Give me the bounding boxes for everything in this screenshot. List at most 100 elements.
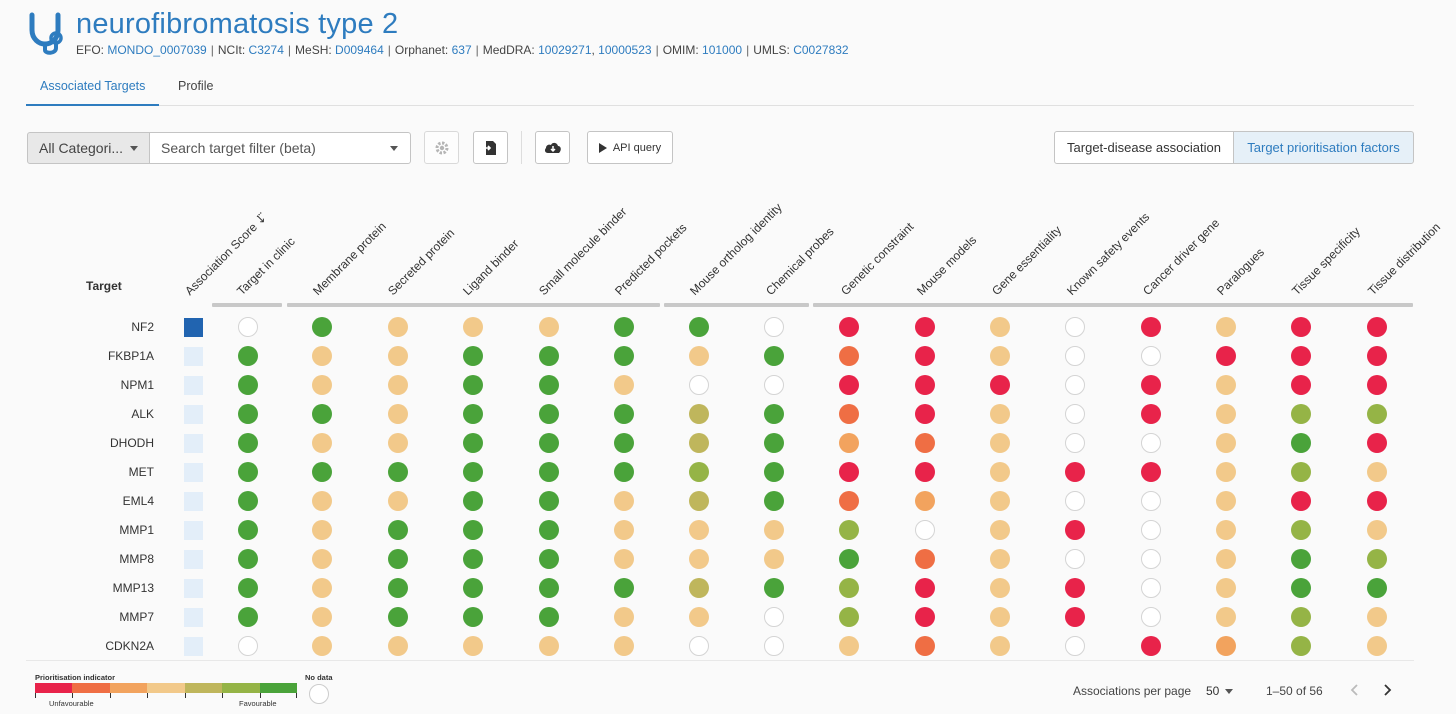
prioritisation-dot[interactable] bbox=[1291, 404, 1311, 424]
prioritisation-dot[interactable] bbox=[839, 404, 859, 424]
api-query-button[interactable]: API query bbox=[587, 131, 673, 164]
prioritisation-dot[interactable] bbox=[689, 404, 709, 424]
prioritisation-dot[interactable] bbox=[1291, 317, 1311, 337]
column-header[interactable]: Membrane protein bbox=[310, 219, 389, 298]
prioritisation-dot[interactable] bbox=[1367, 491, 1387, 511]
prioritisation-dot[interactable] bbox=[312, 549, 332, 569]
column-header[interactable]: Ligand binder bbox=[460, 236, 522, 298]
prioritisation-dot[interactable] bbox=[915, 375, 935, 395]
prioritisation-dot[interactable] bbox=[764, 346, 784, 366]
association-score-cell[interactable] bbox=[184, 550, 203, 569]
prioritisation-dot[interactable] bbox=[915, 549, 935, 569]
download-button[interactable] bbox=[535, 131, 570, 164]
prioritisation-dot[interactable] bbox=[463, 607, 483, 627]
prioritisation-dot[interactable] bbox=[839, 520, 859, 540]
prioritisation-dot[interactable] bbox=[614, 433, 634, 453]
prioritisation-dot[interactable] bbox=[463, 549, 483, 569]
prioritisation-dot[interactable] bbox=[915, 433, 935, 453]
prioritisation-dot[interactable] bbox=[238, 549, 258, 569]
column-header[interactable]: Tissue specificity bbox=[1289, 224, 1363, 298]
prioritisation-dot[interactable] bbox=[915, 520, 935, 540]
prioritisation-dot[interactable] bbox=[539, 607, 559, 627]
prioritisation-dot[interactable] bbox=[539, 346, 559, 366]
prioritisation-dot[interactable] bbox=[463, 462, 483, 482]
prioritisation-dot[interactable] bbox=[1141, 607, 1161, 627]
prioritisation-dot[interactable] bbox=[764, 578, 784, 598]
association-score-cell[interactable] bbox=[184, 637, 203, 656]
id-link[interactable]: 10029271 bbox=[538, 43, 592, 57]
prioritisation-dot[interactable] bbox=[1065, 462, 1085, 482]
association-score-cell[interactable] bbox=[184, 608, 203, 627]
column-header[interactable]: Gene essentiality bbox=[989, 223, 1065, 298]
target-name[interactable]: FKBP1A bbox=[107, 349, 154, 363]
prioritisation-dot[interactable] bbox=[1141, 549, 1161, 569]
target-name[interactable]: MMP7 bbox=[119, 610, 154, 624]
prioritisation-dot[interactable] bbox=[614, 317, 634, 337]
id-link[interactable]: 101000 bbox=[702, 43, 743, 57]
prioritisation-dot[interactable] bbox=[539, 636, 559, 656]
prioritisation-dot[interactable] bbox=[1065, 520, 1085, 540]
target-name[interactable]: NPM1 bbox=[120, 378, 154, 392]
prioritisation-dot[interactable] bbox=[463, 346, 483, 366]
prioritisation-dot[interactable] bbox=[990, 491, 1010, 511]
prioritisation-dot[interactable] bbox=[1216, 520, 1236, 540]
prioritisation-dot[interactable] bbox=[1291, 578, 1311, 598]
prioritisation-dot[interactable] bbox=[1141, 433, 1161, 453]
prioritisation-dot[interactable] bbox=[1291, 375, 1311, 395]
id-link[interactable]: C3274 bbox=[248, 43, 284, 57]
prioritisation-dot[interactable] bbox=[1065, 433, 1085, 453]
prioritisation-dot[interactable] bbox=[539, 375, 559, 395]
prioritisation-dot[interactable] bbox=[463, 520, 483, 540]
column-header[interactable]: Mouse models bbox=[914, 232, 980, 298]
prioritisation-dot[interactable] bbox=[238, 317, 258, 337]
prioritisation-dot[interactable] bbox=[1216, 433, 1236, 453]
prioritisation-dot[interactable] bbox=[1216, 491, 1236, 511]
target-disease-association-toggle[interactable]: Target-disease association bbox=[1054, 131, 1234, 164]
prioritisation-dot[interactable] bbox=[1291, 346, 1311, 366]
prioritisation-dot[interactable] bbox=[1065, 636, 1085, 656]
column-header[interactable]: Genetic constraint bbox=[838, 219, 917, 298]
prioritisation-dot[interactable] bbox=[1216, 375, 1236, 395]
prioritisation-dot[interactable] bbox=[539, 520, 559, 540]
prioritisation-dot[interactable] bbox=[614, 346, 634, 366]
prioritisation-dot[interactable] bbox=[990, 549, 1010, 569]
prioritisation-dot[interactable] bbox=[1367, 578, 1387, 598]
prioritisation-dot[interactable] bbox=[238, 578, 258, 598]
prioritisation-dot[interactable] bbox=[1216, 462, 1236, 482]
prioritisation-dot[interactable] bbox=[238, 346, 258, 366]
association-score-cell[interactable] bbox=[184, 521, 203, 540]
prioritisation-dot[interactable] bbox=[312, 346, 332, 366]
prioritisation-dot[interactable] bbox=[388, 607, 408, 627]
prioritisation-dot[interactable] bbox=[1367, 462, 1387, 482]
prioritisation-dot[interactable] bbox=[689, 549, 709, 569]
prioritisation-dot[interactable] bbox=[689, 520, 709, 540]
prioritisation-dot[interactable] bbox=[915, 578, 935, 598]
prioritisation-dot[interactable] bbox=[388, 317, 408, 337]
prioritisation-dot[interactable] bbox=[915, 404, 935, 424]
prioritisation-dot[interactable] bbox=[1216, 636, 1236, 656]
column-header[interactable]: Secreted protein bbox=[385, 225, 458, 298]
prioritisation-dot[interactable] bbox=[614, 520, 634, 540]
prioritisation-dot[interactable] bbox=[1141, 578, 1161, 598]
prioritisation-dot[interactable] bbox=[312, 607, 332, 627]
prioritisation-dot[interactable] bbox=[689, 607, 709, 627]
prioritisation-dot[interactable] bbox=[463, 491, 483, 511]
prioritisation-dot[interactable] bbox=[1291, 607, 1311, 627]
prioritisation-dot[interactable] bbox=[990, 578, 1010, 598]
prioritisation-dot[interactable] bbox=[312, 375, 332, 395]
prioritisation-dot[interactable] bbox=[689, 578, 709, 598]
association-score-cell[interactable] bbox=[184, 405, 203, 424]
prioritisation-dot[interactable] bbox=[990, 375, 1010, 395]
prioritisation-dot[interactable] bbox=[764, 433, 784, 453]
target-prioritisation-factors-toggle[interactable]: Target prioritisation factors bbox=[1233, 131, 1414, 164]
prioritisation-dot[interactable] bbox=[689, 636, 709, 656]
prioritisation-dot[interactable] bbox=[614, 578, 634, 598]
target-name[interactable]: ALK bbox=[131, 407, 154, 421]
prioritisation-dot[interactable] bbox=[388, 462, 408, 482]
prioritisation-dot[interactable] bbox=[1141, 491, 1161, 511]
association-score-cell[interactable] bbox=[184, 318, 203, 337]
prioritisation-dot[interactable] bbox=[539, 404, 559, 424]
prioritisation-dot[interactable] bbox=[238, 404, 258, 424]
target-name[interactable]: CDKN2A bbox=[105, 639, 154, 653]
prioritisation-dot[interactable] bbox=[1216, 346, 1236, 366]
